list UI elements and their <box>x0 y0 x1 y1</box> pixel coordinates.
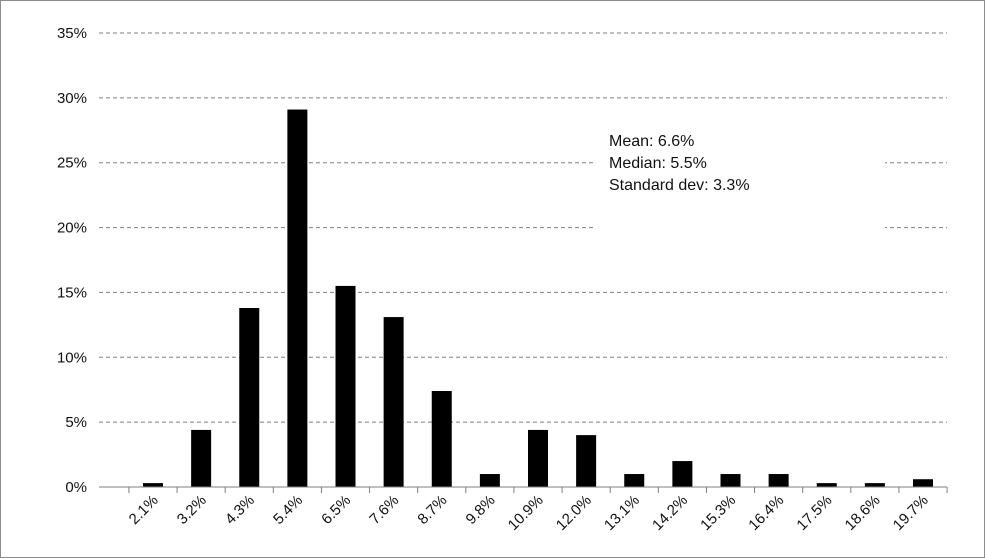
bar <box>816 483 837 487</box>
x-tick-label: 2.1% <box>126 492 162 528</box>
y-tick-label: 20% <box>57 220 87 237</box>
x-tick-label: 14.2% <box>649 492 691 534</box>
x-tick-label: 3.2% <box>174 492 210 528</box>
x-tick-label: 16.4% <box>745 492 787 534</box>
bar <box>864 483 885 487</box>
x-tick-label: 10.9% <box>505 492 547 534</box>
x-tick-label: 12.0% <box>553 492 595 534</box>
bar <box>431 391 452 487</box>
x-tick-label: 8.7% <box>414 492 450 528</box>
bar <box>768 474 789 487</box>
x-tick-label: 6.5% <box>318 492 354 528</box>
std-dev-annotation: Standard dev: 3.3% <box>609 177 750 194</box>
x-tick-label: 18.6% <box>842 492 884 534</box>
y-tick-label: 35% <box>57 25 87 42</box>
x-tick-label: 17.5% <box>793 492 835 534</box>
x-axis-labels: 2.1% 3.2% 4.3% 5.4% 6.5% 7.6% 8.7% 9.8% 10.9% 12.… <box>126 492 932 534</box>
gridlines <box>99 32 947 423</box>
bar <box>720 474 741 487</box>
median-annotation: Median: 5.5% <box>609 155 707 172</box>
bar <box>383 317 404 487</box>
bar <box>287 109 308 487</box>
x-tick-label: 7.6% <box>366 492 402 528</box>
bar <box>672 461 693 487</box>
bar <box>191 429 212 487</box>
bars <box>143 109 933 487</box>
mean-annotation: Mean: 6.6% <box>609 133 695 150</box>
x-tick-label: 5.4% <box>270 492 306 528</box>
annotation-box <box>593 125 885 233</box>
y-tick-label: 30% <box>57 90 87 107</box>
bar <box>479 474 500 487</box>
bar <box>143 483 163 487</box>
x-tick-label: 9.8% <box>462 492 498 528</box>
x-tick-label: 19.7% <box>890 492 932 534</box>
bar <box>913 479 933 487</box>
x-tick-label: 4.3% <box>222 492 258 528</box>
bar <box>335 285 356 487</box>
y-tick-label: 25% <box>57 155 87 172</box>
bar <box>528 429 548 487</box>
y-tick-label: 10% <box>57 349 87 366</box>
x-axis <box>99 486 948 493</box>
bar <box>239 307 260 487</box>
x-tick-label: 13.1% <box>601 492 643 534</box>
bar <box>624 474 645 487</box>
y-tick-label: 15% <box>57 284 87 301</box>
bar <box>576 435 597 487</box>
y-tick-label: 5% <box>65 414 87 431</box>
x-tick-label: 15.3% <box>697 492 739 534</box>
y-axis-labels: 0% 5% 10% 15% 20% 25% 30% 35% <box>57 25 87 496</box>
y-tick-label: 0% <box>65 479 87 496</box>
